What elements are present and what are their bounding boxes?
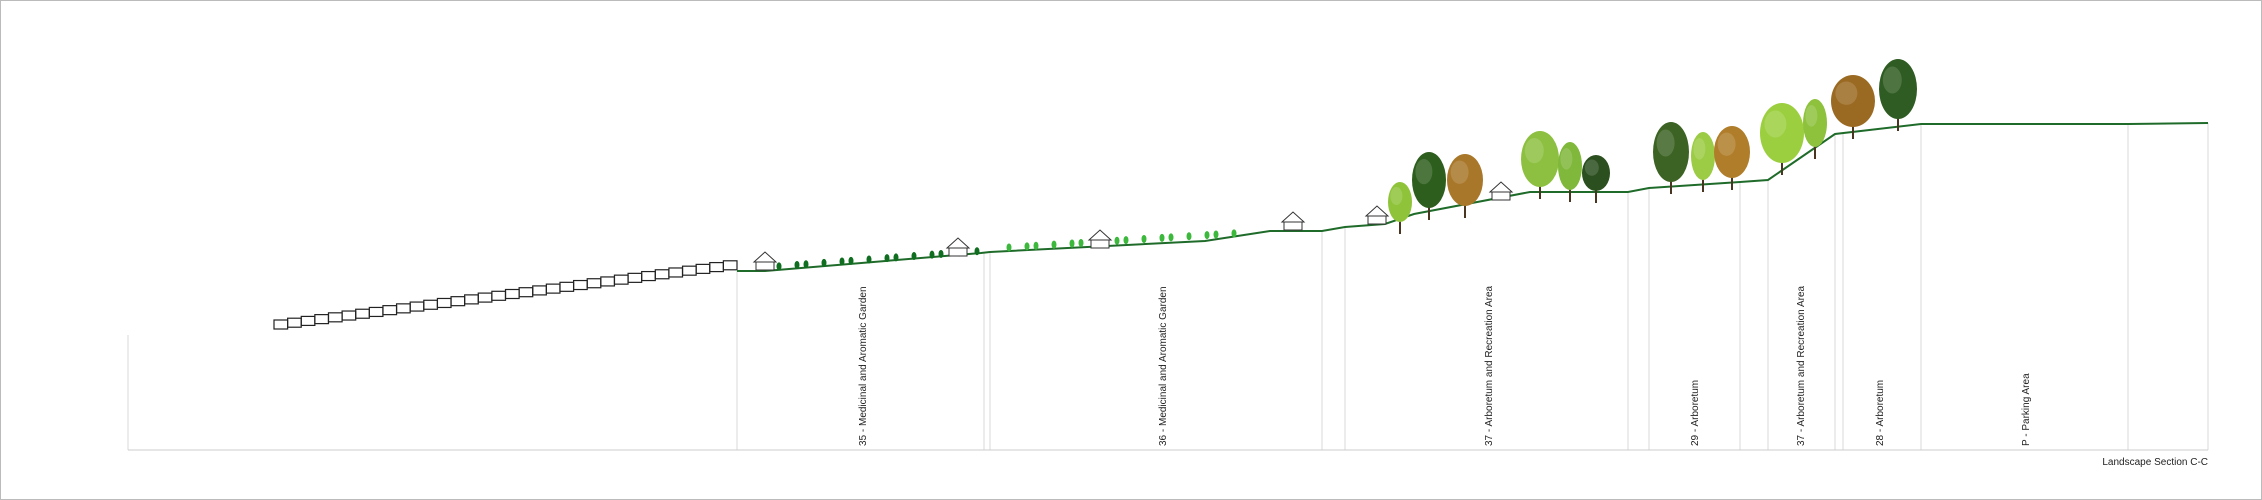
section-title: Landscape Section C-C xyxy=(2102,457,2208,468)
highlight xyxy=(1805,105,1818,127)
zone-label: P - Parking Area xyxy=(2021,373,2032,446)
canopy xyxy=(1558,142,1582,190)
canopy xyxy=(1521,131,1559,187)
canopy xyxy=(1803,99,1827,147)
zone-labels: 35 - Medicinal and Aromatic Garden 36 - … xyxy=(858,285,2032,446)
tree xyxy=(1691,132,1715,192)
canopy xyxy=(1447,154,1483,206)
shrub xyxy=(794,260,800,269)
shrub xyxy=(884,254,890,263)
step xyxy=(722,260,738,271)
tree xyxy=(1558,142,1582,202)
canopy xyxy=(1412,152,1446,208)
zone-label: 35 - Medicinal and Aromatic Garden xyxy=(858,286,869,446)
tree xyxy=(1714,126,1750,190)
zone-label: 29 - Arboretum xyxy=(1690,380,1701,446)
shrub xyxy=(1078,238,1084,247)
zone-label: 37 - Arboretum and Recreation Area xyxy=(1796,285,1807,446)
tree xyxy=(1447,154,1483,218)
highlight xyxy=(1717,132,1736,156)
tree xyxy=(1831,75,1875,139)
shrub xyxy=(866,255,872,264)
zone-label: 36 - Medicinal and Aromatic Garden xyxy=(1158,286,1169,446)
tree xyxy=(1582,155,1610,203)
highlight xyxy=(1882,66,1902,94)
highlight xyxy=(1524,138,1544,164)
canopy xyxy=(1653,122,1689,182)
highlight xyxy=(1656,129,1675,157)
highlight xyxy=(1693,138,1706,160)
highlight xyxy=(1450,160,1469,184)
highlight xyxy=(1835,81,1858,105)
canopy xyxy=(1691,132,1715,180)
shrub xyxy=(893,253,899,262)
staircase xyxy=(273,260,738,330)
zone-label: 28 - Arboretum xyxy=(1875,380,1886,446)
shrub xyxy=(848,256,854,265)
highlight xyxy=(1764,110,1787,138)
canopy xyxy=(1714,126,1750,178)
highlight xyxy=(1390,187,1403,205)
terrain xyxy=(737,122,2209,272)
shrub xyxy=(1123,236,1129,245)
shrub xyxy=(839,257,845,266)
tree xyxy=(1653,122,1689,194)
canopy xyxy=(1831,75,1875,127)
shrub xyxy=(776,262,782,271)
tree xyxy=(1521,131,1559,199)
canopy xyxy=(1582,155,1610,191)
shrub xyxy=(1024,242,1030,251)
tree xyxy=(1388,182,1412,234)
shrub xyxy=(1114,236,1120,245)
shrub xyxy=(911,252,917,261)
canopy xyxy=(1388,182,1412,222)
tree xyxy=(1803,99,1827,159)
canopy xyxy=(1760,103,1804,163)
pavilions xyxy=(752,181,1514,271)
shrub xyxy=(938,249,944,258)
shrub xyxy=(1213,230,1219,239)
zone-lines xyxy=(127,123,2209,451)
tree xyxy=(1879,59,1917,131)
shrub xyxy=(1186,232,1192,241)
shrub xyxy=(1141,235,1147,243)
tree xyxy=(1412,152,1446,220)
shrub xyxy=(1231,229,1237,238)
shrub xyxy=(821,258,827,267)
shrub xyxy=(1033,241,1039,250)
shrub xyxy=(1204,231,1210,240)
shrub xyxy=(1168,233,1174,242)
shrub xyxy=(929,250,935,259)
shrub xyxy=(803,260,809,269)
highlight xyxy=(1560,148,1573,170)
highlight xyxy=(1584,159,1599,176)
shrub xyxy=(1069,239,1075,248)
zone-label: 37 - Arboretum and Recreation Area xyxy=(1484,285,1495,446)
trees xyxy=(1388,59,1917,234)
shrub xyxy=(974,247,980,256)
canopy xyxy=(1879,59,1917,119)
highlight xyxy=(1415,159,1433,185)
shrub xyxy=(1051,240,1057,249)
tree xyxy=(1760,103,1804,175)
shrub xyxy=(1159,233,1165,242)
shrub xyxy=(1006,243,1012,252)
